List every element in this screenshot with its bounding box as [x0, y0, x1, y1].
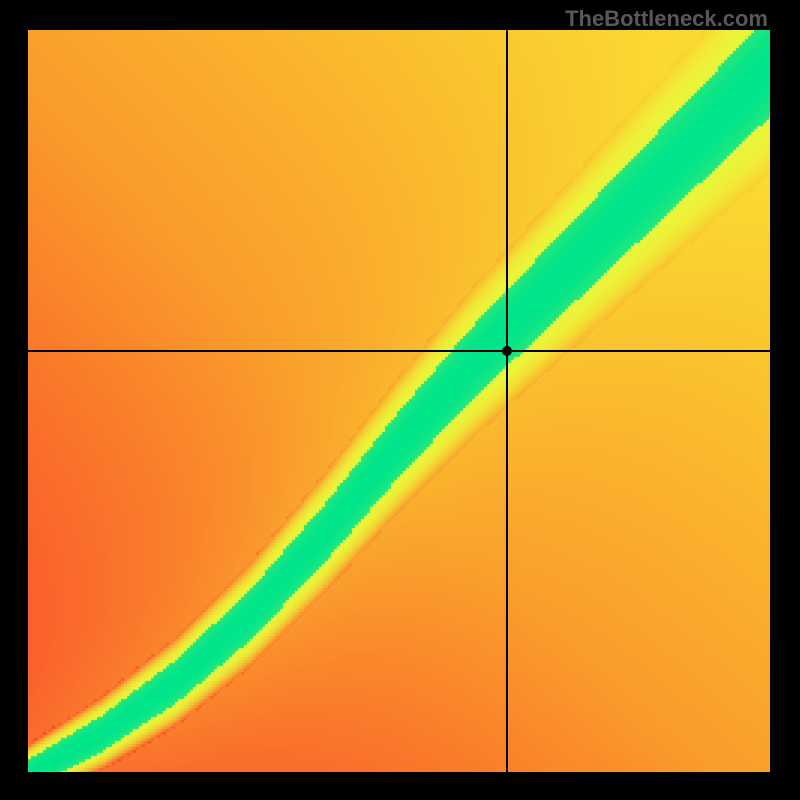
- crosshair-vertical: [506, 30, 508, 772]
- watermark-text: TheBottleneck.com: [565, 6, 768, 32]
- bottleneck-heatmap: [28, 30, 770, 772]
- crosshair-horizontal: [28, 350, 770, 352]
- crosshair-marker: [502, 346, 512, 356]
